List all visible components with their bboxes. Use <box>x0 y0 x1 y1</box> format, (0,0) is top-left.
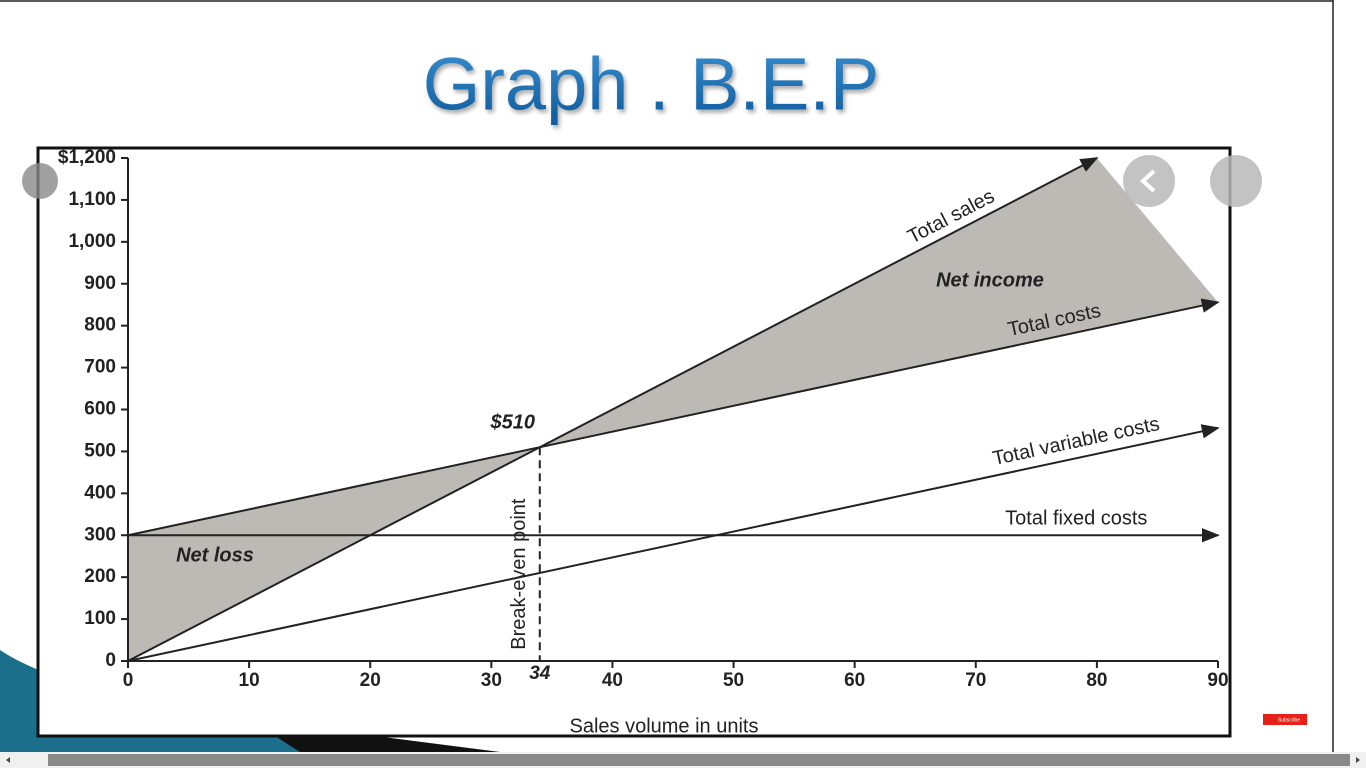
x-tick-label: 60 <box>844 670 865 691</box>
series-line <box>127 298 1220 537</box>
y-tick-label: 1,000 <box>68 231 116 252</box>
x-axis-title: Sales volume in units <box>570 715 759 737</box>
scroll-left[interactable] <box>6 757 10 763</box>
series-line <box>127 157 1099 662</box>
break-even-label: Break-even point <box>508 498 530 650</box>
y-tick-label: 300 <box>84 524 116 545</box>
y-tick-label: 900 <box>84 273 116 294</box>
nav-prev-button[interactable] <box>1123 155 1175 207</box>
y-tick-label: 800 <box>84 315 116 336</box>
x-tick-label: 10 <box>239 670 260 691</box>
y-tick-label: $1,200 <box>58 147 116 168</box>
x-tick-label: 0 <box>123 670 134 691</box>
y-tick-label: 400 <box>84 482 116 503</box>
x-tick-label: 40 <box>602 670 623 691</box>
nav-left-button[interactable] <box>22 163 58 199</box>
series-label: Total fixed costs <box>1005 508 1147 530</box>
x-tick-label: 90 <box>1207 670 1228 691</box>
scrollbar-thumb[interactable] <box>48 754 1350 766</box>
nav-icon <box>1140 169 1156 193</box>
y-tick-label: 600 <box>84 399 116 420</box>
net-income-area <box>539 158 1218 448</box>
y-tick-label: 1,100 <box>68 189 116 210</box>
series-line <box>127 424 1220 662</box>
x-tick-label: 50 <box>723 670 744 691</box>
x-tick-label: 80 <box>1086 670 1107 691</box>
y-tick-label: 700 <box>84 357 116 378</box>
x-tick-label: 20 <box>360 670 381 691</box>
break-even-y-label: $510 <box>490 412 536 434</box>
area-label: Net income <box>936 269 1044 291</box>
nav-next-button[interactable] <box>1210 155 1262 207</box>
y-tick-label: 200 <box>84 566 116 587</box>
subscribe-button[interactable] <box>1263 714 1307 725</box>
slide-title: Graph . B.E.P <box>423 43 880 126</box>
break-even-x-label: 34 <box>529 663 551 684</box>
area-label: Net loss <box>176 544 254 566</box>
subscribe-text: Subscribe <box>1278 717 1300 723</box>
scroll-right[interactable] <box>1356 757 1360 763</box>
y-tick-label: 0 <box>105 650 116 671</box>
x-tick-label: 30 <box>481 670 502 691</box>
x-tick-label: 70 <box>965 670 986 691</box>
y-tick-label: 100 <box>84 608 116 629</box>
y-tick-label: 500 <box>84 440 116 461</box>
